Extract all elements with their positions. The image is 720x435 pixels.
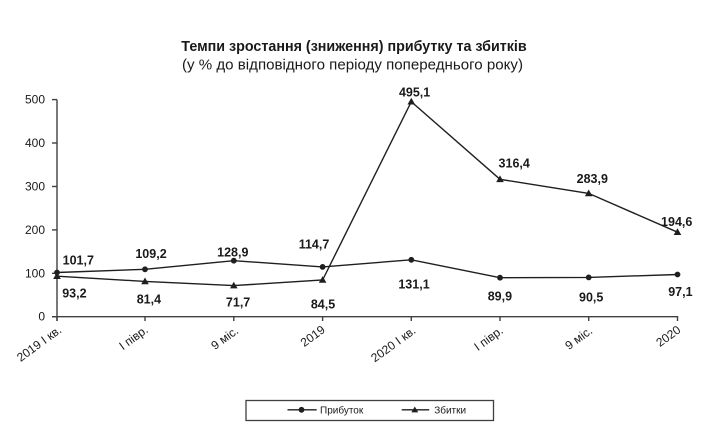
- svg-text:200: 200: [25, 223, 45, 237]
- svg-text:283,9: 283,9: [577, 172, 608, 186]
- svg-text:100: 100: [25, 266, 45, 280]
- svg-text:500: 500: [25, 93, 45, 107]
- svg-text:109,2: 109,2: [135, 247, 166, 261]
- svg-text:316,4: 316,4: [499, 157, 530, 171]
- svg-text:81,4: 81,4: [137, 292, 161, 306]
- svg-text:101,7: 101,7: [63, 253, 94, 267]
- svg-text:Темпи зростання (зниження) при: Темпи зростання (зниження) прибутку та з…: [181, 39, 527, 55]
- svg-text:0: 0: [38, 310, 45, 324]
- svg-text:97,1: 97,1: [668, 285, 692, 299]
- svg-text:194,6: 194,6: [661, 215, 692, 229]
- svg-text:71,7: 71,7: [226, 295, 250, 309]
- svg-text:Збитки: Збитки: [434, 404, 466, 416]
- svg-text:300: 300: [25, 180, 45, 194]
- svg-text:84,5: 84,5: [311, 297, 335, 311]
- svg-text:89,9: 89,9: [488, 289, 512, 303]
- svg-text:400: 400: [25, 136, 45, 150]
- svg-text:Прибуток: Прибуток: [320, 404, 364, 416]
- svg-text:131,1: 131,1: [398, 278, 429, 292]
- svg-text:495,1: 495,1: [399, 86, 430, 100]
- svg-text:(у % до відповідного періоду п: (у % до відповідного періоду попередньог…: [182, 57, 523, 74]
- svg-text:128,9: 128,9: [217, 246, 248, 260]
- svg-text:93,2: 93,2: [62, 287, 86, 301]
- svg-text:90,5: 90,5: [579, 290, 603, 304]
- svg-text:114,7: 114,7: [299, 237, 330, 251]
